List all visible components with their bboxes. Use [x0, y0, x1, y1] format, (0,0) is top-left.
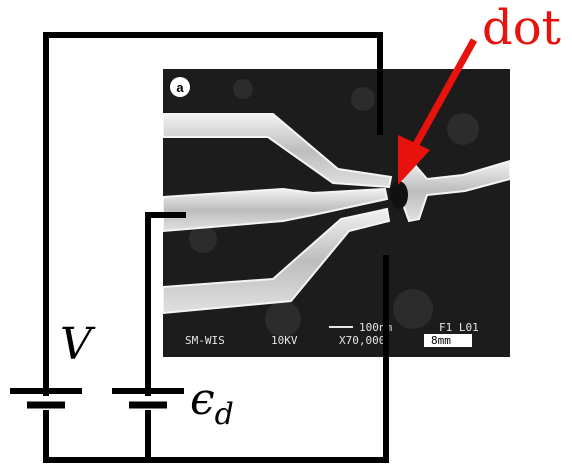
- quantum-dot: [390, 181, 408, 209]
- sem-magnification: X70,000: [339, 334, 385, 347]
- gate-right: [399, 159, 510, 223]
- epsilon-subscript: d: [214, 397, 234, 432]
- dot-arrow: [398, 38, 478, 185]
- panel-letter-badge: [170, 77, 190, 97]
- gate-middle: [163, 187, 389, 233]
- gate-top: [163, 113, 393, 189]
- epsilon-d-label: ϵd: [190, 378, 234, 430]
- sem-scale-box-label: 8mm: [431, 334, 451, 347]
- dot-label: dot: [482, 0, 561, 56]
- battery-epsilon: [112, 388, 184, 409]
- epsilon-symbol: ϵ: [190, 374, 215, 425]
- sem-frame-id: F1 L01: [439, 321, 479, 334]
- sem-micrograph: a 100nm F1 L01 SM-WIS 10KV X70,000 8mm: [163, 69, 510, 357]
- battery-v: [10, 388, 82, 409]
- wire-bottom-loop: [43, 255, 389, 463]
- sem-operator-id: SM-WIS: [185, 334, 225, 347]
- voltage-label: V: [60, 319, 92, 370]
- sem-voltage: 10KV: [271, 334, 298, 347]
- sem-scale-box: [424, 334, 472, 347]
- panel-letter: a: [176, 80, 184, 95]
- gate-bottom: [163, 207, 391, 315]
- sem-info-bar: 100nm F1 L01 SM-WIS 10KV X70,000 8mm: [185, 321, 479, 347]
